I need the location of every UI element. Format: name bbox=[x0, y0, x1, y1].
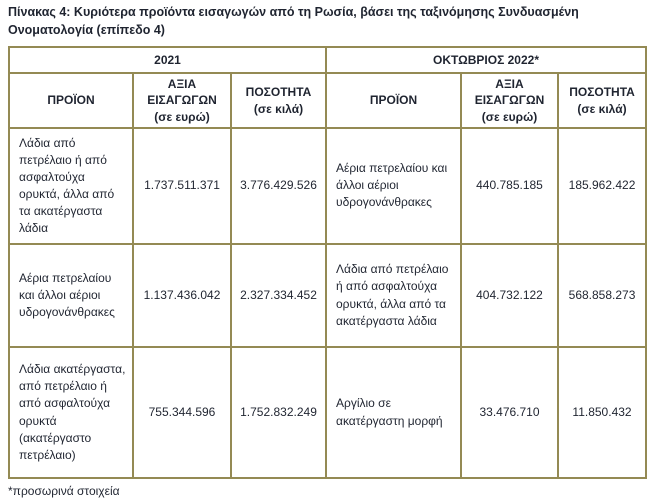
value-cell-2021: 1.137.436.042 bbox=[132, 243, 232, 348]
quantity-cell-2022: 568.858.273 bbox=[556, 243, 648, 348]
quantity-cell-2021: 3.776.429.526 bbox=[230, 126, 327, 246]
column-header-quantity-2022: ΠΟΣΟΤΗΤΑ (σε κιλά) bbox=[556, 72, 648, 129]
page-title: Πίνακας 4: Κυριότερα προϊόντα εισαγωγών … bbox=[8, 5, 579, 38]
product-cell-2021: Λάδια ακατέργαστα, από πετρέλαιο ή από α… bbox=[8, 346, 134, 479]
column-header-value-2022: ΑΞΙΑ ΕΙΣΑΓΩΓΩΝ (σε ευρώ) bbox=[460, 72, 559, 129]
group-header-october-2022: ΟΚΤΩΒΡΙΟΣ 2022* bbox=[324, 46, 648, 75]
column-header-row: ΠΡΟΪΟΝ ΑΞΙΑ ΕΙΣΑΓΩΓΩΝ (σε ευρώ) ΠΟΣΟΤΗΤΑ… bbox=[8, 72, 648, 129]
product-cell-2022: Αέρια πετρελαίου και άλλοι αέριοι υδρογο… bbox=[325, 126, 462, 246]
value-cell-2022: 404.732.122 bbox=[460, 243, 559, 348]
value-cell-2021: 1.737.511.371 bbox=[132, 126, 232, 246]
group-header-row: 2021 ΟΚΤΩΒΡΙΟΣ 2022* bbox=[8, 46, 648, 75]
product-cell-2021: Λάδια από πετρέλαιο ή από ασφαλτούχα ορυ… bbox=[8, 126, 134, 246]
value-cell-2021: 755.344.596 bbox=[132, 346, 232, 479]
table-row: Αέρια πετρελαίου και άλλοι αέριοι υδρογο… bbox=[8, 243, 648, 348]
value-cell-2022: 33.476.710 bbox=[460, 346, 559, 479]
product-cell-2021: Αέρια πετρελαίου και άλλοι αέριοι υδρογο… bbox=[8, 243, 134, 348]
table-row: Λάδια από πετρέλαιο ή από ασφαλτούχα ορυ… bbox=[8, 126, 648, 246]
quantity-cell-2021: 2.327.334.452 bbox=[230, 243, 327, 348]
column-header-product-2022: ΠΡΟΪΟΝ bbox=[325, 72, 462, 129]
value-cell-2022: 440.785.185 bbox=[460, 126, 559, 246]
group-header-2021: 2021 bbox=[8, 46, 327, 75]
column-header-product-2021: ΠΡΟΪΟΝ bbox=[8, 72, 134, 129]
column-header-quantity-2021: ΠΟΣΟΤΗΤΑ (σε κιλά) bbox=[230, 72, 327, 129]
product-cell-2022: Λάδια από πετρέλαιο ή από ασφαλτούχα ορυ… bbox=[325, 243, 462, 348]
quantity-cell-2022: 11.850.432 bbox=[556, 346, 648, 479]
imports-table: 2021 ΟΚΤΩΒΡΙΟΣ 2022* ΠΡΟΪΟΝ ΑΞΙΑ ΕΙΣΑΓΩΓ… bbox=[8, 46, 648, 479]
quantity-cell-2022: 185.962.422 bbox=[556, 126, 648, 246]
quantity-cell-2021: 1.752.832.249 bbox=[230, 346, 327, 479]
column-header-value-2021: ΑΞΙΑ ΕΙΣΑΓΩΓΩΝ (σε ευρώ) bbox=[132, 72, 232, 129]
table-row: Λάδια ακατέργαστα, από πετρέλαιο ή από α… bbox=[8, 346, 648, 479]
product-cell-2022: Αργίλιο σε ακατέργαστη μορφή bbox=[325, 346, 462, 479]
footnote: *προσωρινά στοιχεία bbox=[8, 484, 120, 498]
